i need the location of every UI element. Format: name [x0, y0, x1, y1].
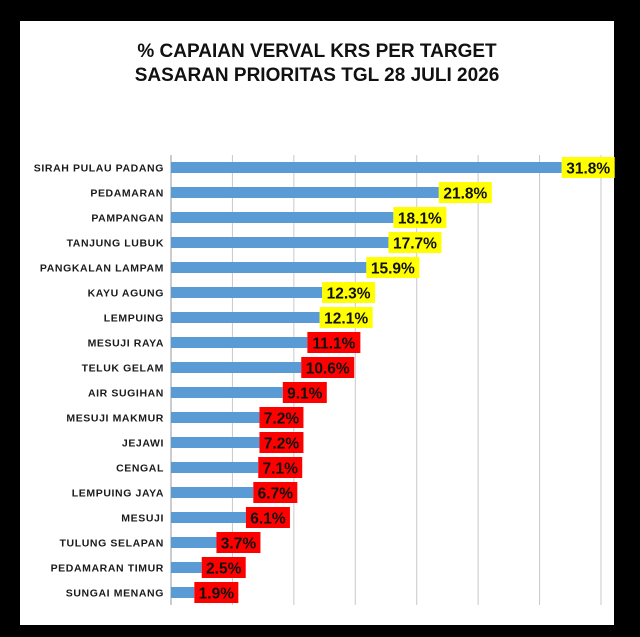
data-label-box — [301, 357, 355, 378]
data-label: 11.1% — [312, 336, 355, 353]
data-label-box — [282, 382, 327, 403]
bar — [171, 587, 195, 598]
category-label: PEDAMARAN — [90, 188, 164, 200]
bar — [171, 387, 283, 398]
category-label: SIRAH PULAU PADANG — [34, 163, 164, 175]
bar — [171, 462, 259, 473]
data-label-box — [307, 332, 361, 353]
bar — [171, 287, 323, 298]
bar — [171, 362, 302, 373]
category-label: LEMPUING JAYA — [72, 488, 164, 500]
data-label-box — [366, 257, 420, 278]
data-label-box — [388, 232, 442, 253]
category-label: AIR SUGIHAN — [88, 388, 164, 400]
category-label: KAYU AGUNG — [88, 288, 164, 300]
data-label: 2.5% — [206, 561, 242, 578]
category-label: JEJAWI — [122, 438, 164, 450]
bar — [171, 437, 260, 448]
bar — [171, 162, 562, 173]
data-label-box — [253, 482, 298, 503]
data-label-box — [259, 407, 304, 428]
data-label-box — [201, 557, 246, 578]
data-label: 6.7% — [258, 486, 294, 503]
data-label: 7.2% — [264, 411, 300, 428]
category-label: PEDAMARAN TIMUR — [51, 563, 164, 575]
data-label-box — [438, 182, 492, 203]
data-label-box — [561, 157, 615, 178]
data-label: 3.7% — [221, 536, 257, 553]
bar — [171, 187, 439, 198]
bar — [171, 537, 217, 548]
bar — [171, 412, 260, 423]
data-label: 1.9% — [199, 586, 235, 603]
chart-title-line-1: % CAPAIAN VERVAL KRS PER TARGET — [137, 41, 497, 62]
category-label: PAMPANGAN — [91, 213, 164, 225]
chart-title-line-2: SASARAN PRIORITAS TGL 28 JULI 2026 — [134, 65, 500, 86]
category-label: PANGKALAN LAMPAM — [40, 263, 164, 275]
data-label: 31.8% — [566, 161, 610, 178]
bar — [171, 487, 254, 498]
data-label: 21.8% — [443, 186, 487, 203]
data-label: 12.3% — [327, 286, 371, 303]
data-label-box — [259, 432, 304, 453]
data-label: 6.1% — [250, 511, 286, 528]
data-label-box — [245, 507, 290, 528]
data-label: 7.2% — [264, 436, 300, 453]
data-label-box — [258, 457, 303, 478]
data-label-box — [216, 532, 261, 553]
category-label: SUNGAI MENANG — [66, 588, 164, 600]
data-label: 7.1% — [263, 461, 299, 478]
category-label: MESUJI MAKMUR — [66, 413, 164, 425]
data-label: 9.1% — [287, 386, 323, 403]
category-label: CENGAL — [116, 463, 164, 475]
category-label: MESUJI RAYA — [88, 338, 164, 350]
data-label: 12.1% — [324, 311, 368, 328]
data-label: 10.6% — [306, 361, 350, 378]
data-label-box — [319, 307, 373, 328]
bar — [171, 262, 367, 273]
data-label-box — [393, 207, 447, 228]
category-label: TULUNG SELAPAN — [60, 538, 164, 550]
data-label-box — [194, 582, 239, 603]
category-label: MESUJI — [121, 513, 164, 525]
category-label: TELUK GELAM — [82, 363, 164, 375]
bar — [171, 312, 320, 323]
data-label: 15.9% — [371, 261, 415, 278]
bar — [171, 512, 246, 523]
bar — [171, 337, 308, 348]
data-label: 18.1% — [398, 211, 442, 228]
data-label-box — [322, 282, 376, 303]
category-label: TANJUNG LUBUK — [67, 238, 164, 250]
bar — [171, 212, 394, 223]
data-label: 17.7% — [393, 236, 437, 253]
category-label: LEMPUING — [104, 313, 164, 325]
bar — [171, 237, 389, 248]
chart-title: % CAPAIAN VERVAL KRS PER TARGET SASARAN … — [20, 40, 614, 88]
bar — [171, 562, 202, 573]
